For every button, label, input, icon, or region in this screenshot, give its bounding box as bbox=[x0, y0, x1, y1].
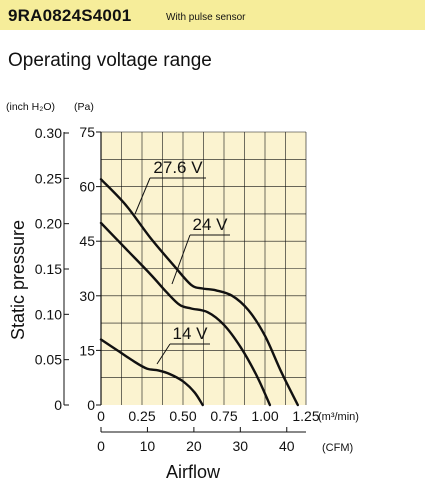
series-labels: 27.6 V 24 V 14 V bbox=[134, 158, 230, 365]
cfm-tick-label: 30 bbox=[233, 438, 249, 454]
m3-tick-label: 1.25 bbox=[292, 408, 319, 424]
inch-tick-label: 0.10 bbox=[35, 306, 62, 322]
cfm-tick-label: 10 bbox=[140, 438, 156, 454]
inch-tick-label: 0.05 bbox=[35, 352, 62, 368]
m3-tick-label: 0.50 bbox=[169, 408, 196, 424]
inch-tick-label: 0.15 bbox=[35, 261, 62, 277]
pa-tick-label: 30 bbox=[79, 288, 95, 304]
series-label-leader bbox=[156, 343, 171, 365]
model-subtitle: With pulse sensor bbox=[166, 12, 246, 23]
x-axis-label: Airflow bbox=[166, 462, 221, 482]
model-number: 9RA0824S4001 bbox=[8, 6, 132, 25]
inch-tick-label: 0.25 bbox=[35, 170, 62, 186]
m3-tick-label: 0 bbox=[97, 408, 105, 424]
curve-14v bbox=[99, 338, 204, 407]
pa-tick-label: 0 bbox=[87, 397, 95, 413]
cfm-tick-label: 0 bbox=[97, 438, 105, 454]
y-unit-inch: (inch H₂O) bbox=[6, 101, 55, 113]
header-bar: 9RA0824S4001 With pulse sensor bbox=[0, 0, 425, 30]
pa-tick-label: 75 bbox=[79, 124, 95, 140]
series-label: 27.6 V bbox=[153, 158, 203, 177]
m3-tick-label: 0.75 bbox=[210, 408, 237, 424]
m3-tick-label: 1.00 bbox=[251, 408, 278, 424]
series-label-leader bbox=[134, 177, 151, 215]
y-unit-pa: (Pa) bbox=[74, 101, 94, 113]
x-unit-cfm: (CFM) bbox=[322, 442, 353, 454]
curve-24v bbox=[99, 221, 272, 407]
series-label-leader bbox=[171, 234, 191, 285]
cfm-tick-label: 40 bbox=[279, 438, 295, 454]
pa-tick-label: 15 bbox=[79, 342, 95, 358]
series-label: 24 V bbox=[193, 215, 229, 234]
cfm-tick-label: 20 bbox=[186, 438, 202, 454]
pa-tick-label: 60 bbox=[79, 179, 95, 195]
curve-27.6v bbox=[99, 178, 299, 407]
inch-tick-label: 0.30 bbox=[35, 125, 62, 141]
series-label: 14 V bbox=[173, 324, 209, 343]
inch-tick-label: 0.20 bbox=[35, 216, 62, 232]
inch-tick-label: 0 bbox=[54, 397, 62, 413]
x-unit-m3: (m³/min) bbox=[318, 411, 359, 423]
section-title: Operating voltage range bbox=[8, 50, 212, 71]
curves bbox=[99, 178, 299, 407]
y-axis-label: Static pressure bbox=[8, 220, 28, 340]
pa-tick-label: 45 bbox=[79, 233, 95, 249]
m3-tick-label: 0.25 bbox=[128, 408, 155, 424]
axes bbox=[63, 131, 306, 433]
